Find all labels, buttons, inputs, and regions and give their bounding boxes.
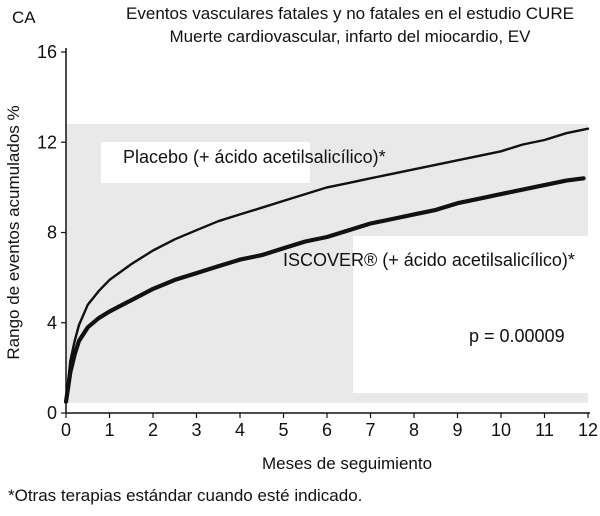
corner-label: CA [12,8,36,27]
x-tick-label: 7 [365,420,375,440]
y-tick-label: 4 [47,313,57,333]
x-tick-label: 12 [578,420,598,440]
series-line-placebo [64,127,590,403]
legend-label-iscover: ISCOVER® (+ ácido acetilsalicílico)* [283,250,575,270]
x-axis-label: Meses de seguimiento [262,454,432,473]
x-tick-label: 8 [409,420,419,440]
plot-background [66,124,590,403]
y-axis-label: Rango de eventos acumulados % [4,105,23,359]
footnote: *Otras terapias estándar cuando esté ind… [8,486,363,505]
x-tick-label: 0 [61,420,71,440]
x-tick-label: 4 [235,420,245,440]
legend-box-placebo [101,142,310,183]
y-tick-label: 8 [47,223,57,243]
legend-box-iscover [353,236,590,393]
p-value-annotation: p = 0.00009 [469,326,565,346]
x-tick-label: 5 [278,420,288,440]
chart-title: Eventos vasculares fatales y no fatales … [126,4,574,23]
x-tick-label: 3 [191,420,201,440]
series-line-iscover [63,176,586,404]
x-tick-label: 2 [148,420,158,440]
y-tick-label: 0 [47,403,57,423]
y-tick-label: 16 [37,42,57,62]
chart-subtitle: Muerte cardiovascular, infarto del mioca… [169,27,531,46]
x-tick-label: 10 [491,420,511,440]
x-tick-label: 6 [322,420,332,440]
y-tick-label: 12 [37,132,57,152]
x-tick-label: 11 [535,420,554,440]
legend-label-placebo: Placebo (+ ácido acetilsalicílico)* [123,147,386,167]
x-tick-label: 1 [104,420,114,440]
x-tick-label: 9 [452,420,462,440]
